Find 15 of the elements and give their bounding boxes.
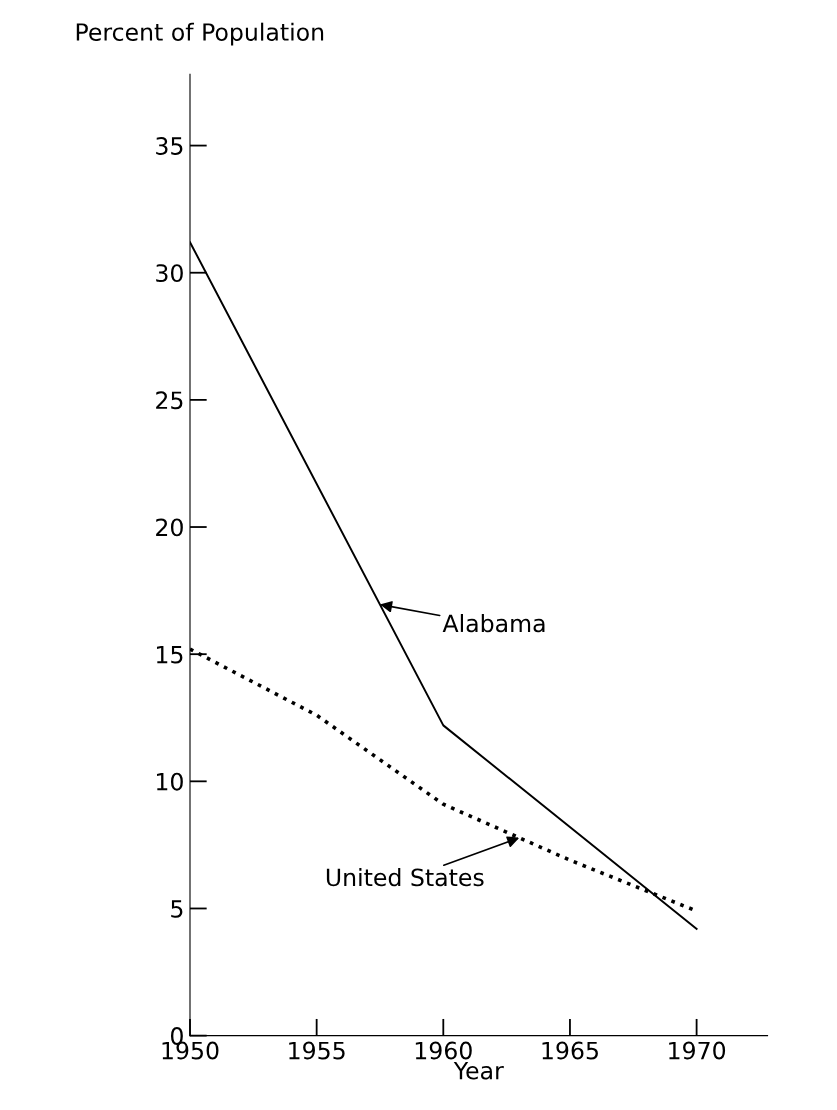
- y-tick-label: 10: [156, 772, 183, 791]
- y-tick-label: 5: [171, 900, 183, 918]
- x-tick-label: 1960: [415, 1041, 472, 1060]
- x-tick-label: 1955: [289, 1041, 345, 1060]
- y-tick-label: 15: [156, 645, 183, 664]
- y-tick-label: 20: [156, 518, 183, 537]
- y-tick-label: 25: [156, 391, 183, 410]
- x-axis-title: Year: [453, 1061, 504, 1080]
- x-tick-label: 1970: [669, 1041, 726, 1060]
- y-axis-title: Percent of Population: [76, 22, 324, 46]
- x-tick-label: 1965: [542, 1041, 598, 1060]
- annotation: United States: [326, 868, 484, 887]
- y-tick-label: 30: [156, 264, 183, 283]
- y-tick-label: 35: [156, 137, 183, 155]
- annotation: Alabama: [442, 614, 545, 633]
